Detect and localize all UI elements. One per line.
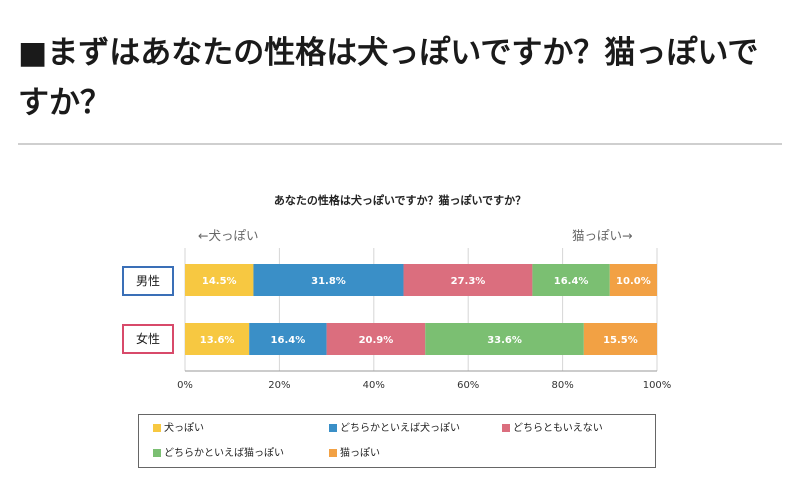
bar-female-neutral <box>326 323 426 355</box>
page-heading: ■まずはあなたの性格は犬っぽいですか？猫っぽいですか？ <box>18 35 759 121</box>
x-tick-label-5: 100% <box>643 380 672 391</box>
legend-swatch-somewhat-dog <box>329 424 337 432</box>
data-label-male-somewhat-dog: 31.8% <box>311 276 346 287</box>
data-label-male-somewhat-cat: 16.4% <box>554 276 589 287</box>
category-box-male: 男性 <box>122 266 174 296</box>
legend-item-neutral: どちらともいえない <box>502 423 603 435</box>
legend-label-neutral: どちらともいえない <box>513 423 603 434</box>
data-label-female-somewhat-dog: 16.4% <box>271 335 306 346</box>
bar-female-somewhat-dog <box>249 323 327 355</box>
x-tick-label-0: 0% <box>177 380 193 391</box>
legend-label-cat: 猫っぽい <box>340 448 380 459</box>
data-label-male-cat: 10.0% <box>616 276 651 287</box>
data-label-female-neutral: 20.9% <box>359 335 394 346</box>
cat-direction-label: 猫っぽい→ <box>572 228 633 243</box>
legend-label-dog: 犬っぽい <box>164 423 204 434</box>
legend-item-somewhat-dog: どちらかといえば犬っぽい <box>329 423 460 435</box>
chart-title: あなたの性格は犬っぽいですか？猫っぽいですか？ <box>273 194 527 207</box>
heading-divider <box>18 143 782 145</box>
x-tick-label-4: 80% <box>551 380 573 391</box>
data-label-female-cat: 15.5% <box>603 335 638 346</box>
bar-female-dog <box>185 323 250 355</box>
data-label-female-dog: 13.6% <box>200 335 235 346</box>
bar-female-cat <box>583 323 657 355</box>
bar-male-dog <box>185 264 254 296</box>
chart-legend: 犬っぽい どちらかといえば犬っぽい どちらともいえない どちらかといえば猫っぽい… <box>138 414 656 468</box>
bar-male-somewhat-cat <box>532 264 610 296</box>
legend-swatch-neutral <box>502 424 510 432</box>
legend-swatch-somewhat-cat <box>153 449 161 457</box>
bar-male-somewhat-dog <box>253 264 404 296</box>
legend-swatch-cat <box>329 449 337 457</box>
legend-label-somewhat-dog: どちらかといえば犬っぽい <box>340 423 460 434</box>
legend-swatch-dog <box>153 424 161 432</box>
data-label-female-somewhat-cat: 33.6% <box>487 335 522 346</box>
category-box-female: 女性 <box>122 324 174 354</box>
legend-item-somewhat-cat: どちらかといえば猫っぽい <box>153 448 284 460</box>
bar-female-somewhat-cat <box>425 323 584 355</box>
legend-item-dog: 犬っぽい <box>153 423 204 435</box>
x-tick-label-1: 20% <box>268 380 290 391</box>
bar-male-neutral <box>403 264 533 296</box>
legend-item-cat: 猫っぽい <box>329 448 380 460</box>
data-label-male-neutral: 27.3% <box>451 276 486 287</box>
dog-direction-label: ←犬っぽい <box>198 228 259 243</box>
x-tick-label-3: 60% <box>457 380 479 391</box>
bar-male-cat <box>609 264 657 296</box>
x-tick-label-2: 40% <box>363 380 385 391</box>
legend-label-somewhat-cat: どちらかといえば猫っぽい <box>164 448 284 459</box>
data-label-male-dog: 14.5% <box>202 276 237 287</box>
